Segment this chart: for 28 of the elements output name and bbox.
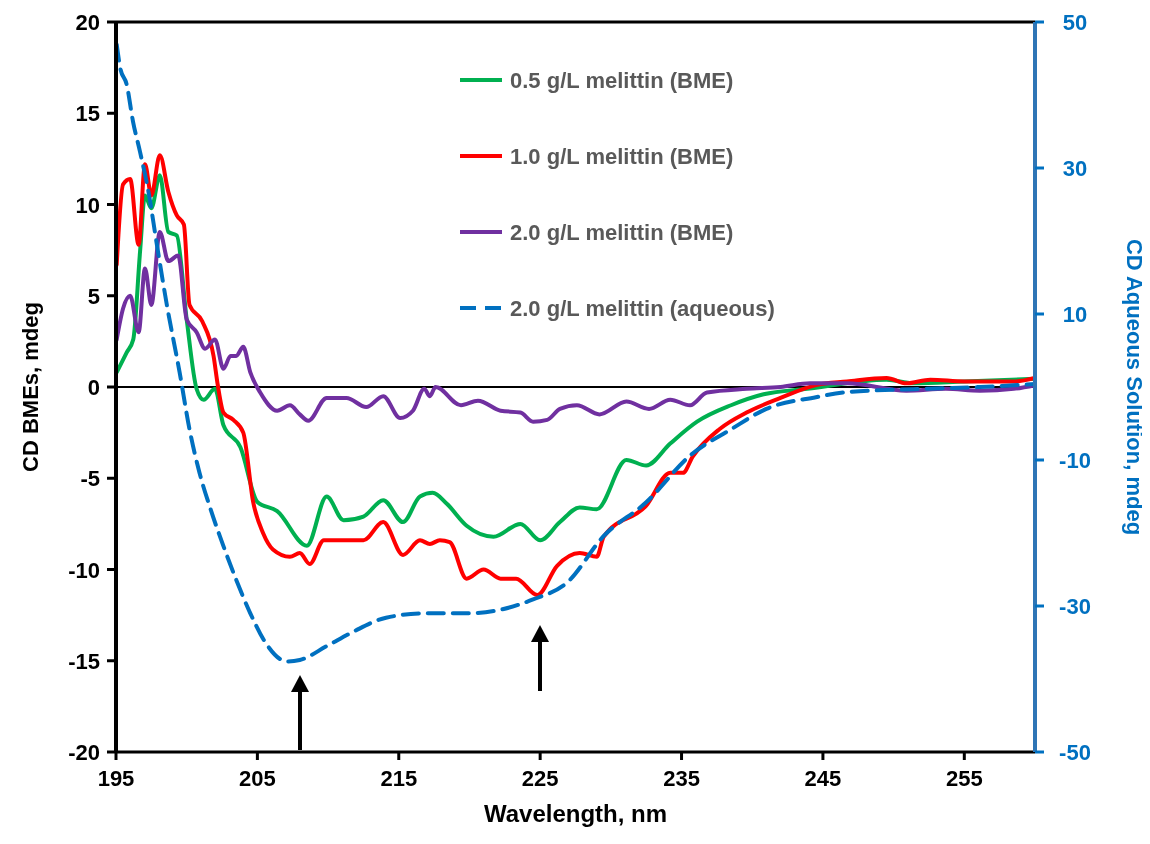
y-tick-label: 5 [87, 283, 100, 309]
y-tick-label: 0 [87, 375, 100, 400]
x-tick-label: 245 [804, 766, 842, 791]
x-tick-label: 235 [663, 766, 700, 791]
y-tick-label: 15 [75, 101, 100, 127]
y2-tick-label: 30 [1062, 156, 1088, 181]
y2-tick-label: 50 [1062, 10, 1088, 35]
y-tick-label: -15 [68, 648, 100, 674]
y2-tick-label: -10 [1059, 448, 1091, 473]
x-tick-label: 215 [380, 766, 418, 791]
x-tick-label: 225 [521, 766, 559, 791]
x-tick-label: 205 [239, 766, 276, 791]
y-tick-label: -20 [68, 740, 100, 765]
y-axis-title: CD BMEs, mdeg [18, 302, 43, 472]
y2-tick-label: -50 [1059, 740, 1091, 765]
y-tick-label: 20 [75, 10, 100, 35]
legend-label: 0.5 g/L melittin (BME) [510, 68, 734, 93]
y-tick-label: -10 [68, 557, 100, 583]
x-axis-title: Wavelength, nm [483, 800, 668, 827]
y2-tick-label: 10 [1062, 302, 1088, 327]
legend-label: 2.0 g/L melittin (BME) [510, 220, 734, 245]
x-tick-label: 255 [945, 766, 983, 791]
x-tick-label: 195 [97, 766, 135, 791]
legend-label: 2.0 g/L melittin (aqueous) [510, 296, 775, 321]
y-tick-label: 10 [75, 192, 100, 218]
legend-label: 1.0 g/L melittin (BME) [510, 144, 734, 169]
y2-tick-label: -30 [1059, 594, 1091, 619]
y-tick-label: -5 [80, 466, 100, 492]
